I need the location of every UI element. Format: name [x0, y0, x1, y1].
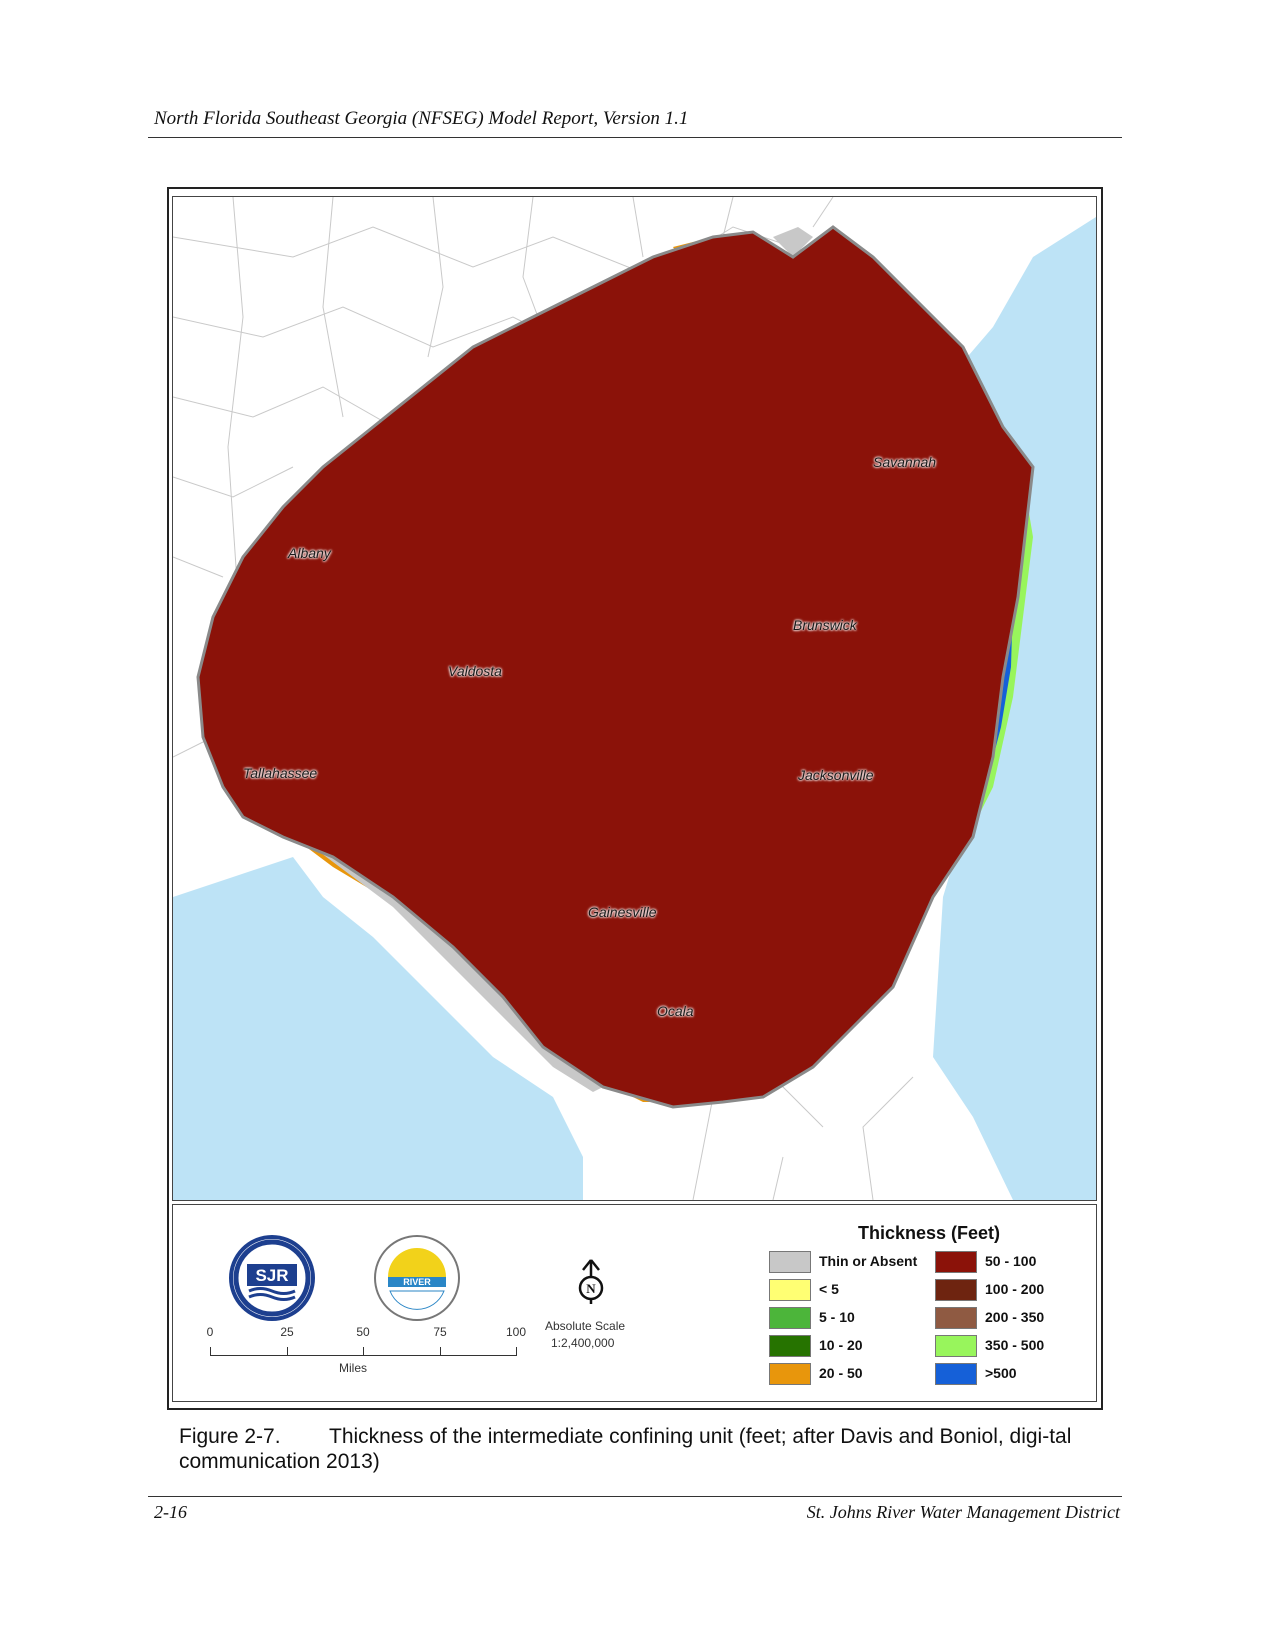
scale-tick-label: 0 [206, 1325, 214, 1339]
legend-label: 20 - 50 [819, 1365, 863, 1381]
scale-tick-label: 75 [433, 1325, 447, 1339]
scale-tick-label: 25 [280, 1325, 294, 1339]
band-thin-absent-ne [773, 227, 813, 257]
sjrwmd-logo-icon: SJR [229, 1235, 315, 1321]
scale-tick [516, 1347, 517, 1356]
absolute-scale: Absolute Scale 1:2,400,000 [545, 1318, 625, 1352]
city-label-jacksonville: Jacksonville [798, 767, 874, 783]
footer-rule [148, 1496, 1122, 1497]
running-header: North Florida Southeast Georgia (NFSEG) … [154, 108, 689, 129]
legend-swatch-350-500 [935, 1335, 977, 1357]
gulf-of-mexico [173, 857, 583, 1200]
atlantic-ocean [933, 217, 1096, 1200]
scale-tick-label: 50 [356, 1325, 370, 1339]
legend-swatch-20-50 [769, 1363, 811, 1385]
city-label-savannah: Savannah [873, 454, 937, 470]
legend-label: Thin or Absent [819, 1253, 918, 1269]
map-panel: Albany Savannah Brunswick Valdosta Talla… [172, 196, 1097, 1201]
scale-tick [210, 1347, 211, 1356]
city-label-tallahassee: Tallahassee [243, 765, 318, 781]
legend-swatch-100-200 [935, 1279, 977, 1301]
scale-tick-label: 100 [505, 1325, 527, 1339]
scale-units: Miles [338, 1361, 368, 1375]
thickness-map [173, 197, 1096, 1200]
scale-tick [287, 1347, 288, 1356]
city-label-valdosta: Valdosta [448, 663, 502, 679]
scale-tick [440, 1347, 441, 1356]
legend-swatch-200-350 [935, 1307, 977, 1329]
north-arrow-icon: N [578, 1259, 604, 1304]
page-number: 2-16 [154, 1502, 187, 1522]
legend-swatch-thin-absent [769, 1251, 811, 1273]
legend-swatch-50-100 [935, 1251, 977, 1273]
caption-text: Thickness of the intermediate confining … [179, 1425, 1072, 1473]
srwmd-logo-art: RIVER [377, 1238, 457, 1318]
header-rule [148, 137, 1122, 138]
sjrwmd-logo-art: SJR [233, 1239, 311, 1317]
north-symbol-label: N [586, 1281, 596, 1296]
legend-label: >500 [985, 1365, 1017, 1381]
legend-swatch-10-20 [769, 1335, 811, 1357]
legend-label: 350 - 500 [985, 1337, 1045, 1353]
srwmd-logo-text: RIVER [403, 1277, 431, 1287]
caption-label: Figure 2-7. [179, 1425, 281, 1448]
legend-swatch-gt500 [935, 1363, 977, 1385]
legend-label: 5 - 10 [819, 1309, 855, 1325]
legend-label: < 5 [819, 1281, 839, 1297]
legend-title: Thickness (Feet) [858, 1223, 1001, 1243]
legend-panel: SJR RIVER 0 25 50 75 100 Miles N [172, 1204, 1097, 1402]
legend-label: 200 - 350 [985, 1309, 1045, 1325]
scale-tick [363, 1347, 364, 1356]
city-label-brunswick: Brunswick [793, 617, 857, 633]
legend-label: 100 - 200 [985, 1281, 1045, 1297]
legend-swatch-lt5 [769, 1279, 811, 1301]
figure-caption: Figure 2-7. Thickness of the intermediate… [179, 1424, 1119, 1474]
sjr-logo-text: SJR [255, 1266, 288, 1285]
footer-organization: St. Johns River Water Management Distric… [806, 1502, 1120, 1522]
absolute-scale-value: 1:2,400,000 [551, 1336, 615, 1350]
city-label-ocala: Ocala [657, 1003, 694, 1019]
legend-label: 50 - 100 [985, 1253, 1037, 1269]
legend-swatch-5-10 [769, 1307, 811, 1329]
legend-label: 10 - 20 [819, 1337, 863, 1353]
city-label-albany: Albany [288, 545, 331, 561]
scale-bar: 0 25 50 75 100 Miles [201, 1325, 526, 1385]
absolute-scale-label: Absolute Scale [545, 1319, 626, 1333]
srwmd-logo-icon: RIVER [374, 1235, 460, 1321]
city-label-gainesville: Gainesville [588, 904, 657, 920]
